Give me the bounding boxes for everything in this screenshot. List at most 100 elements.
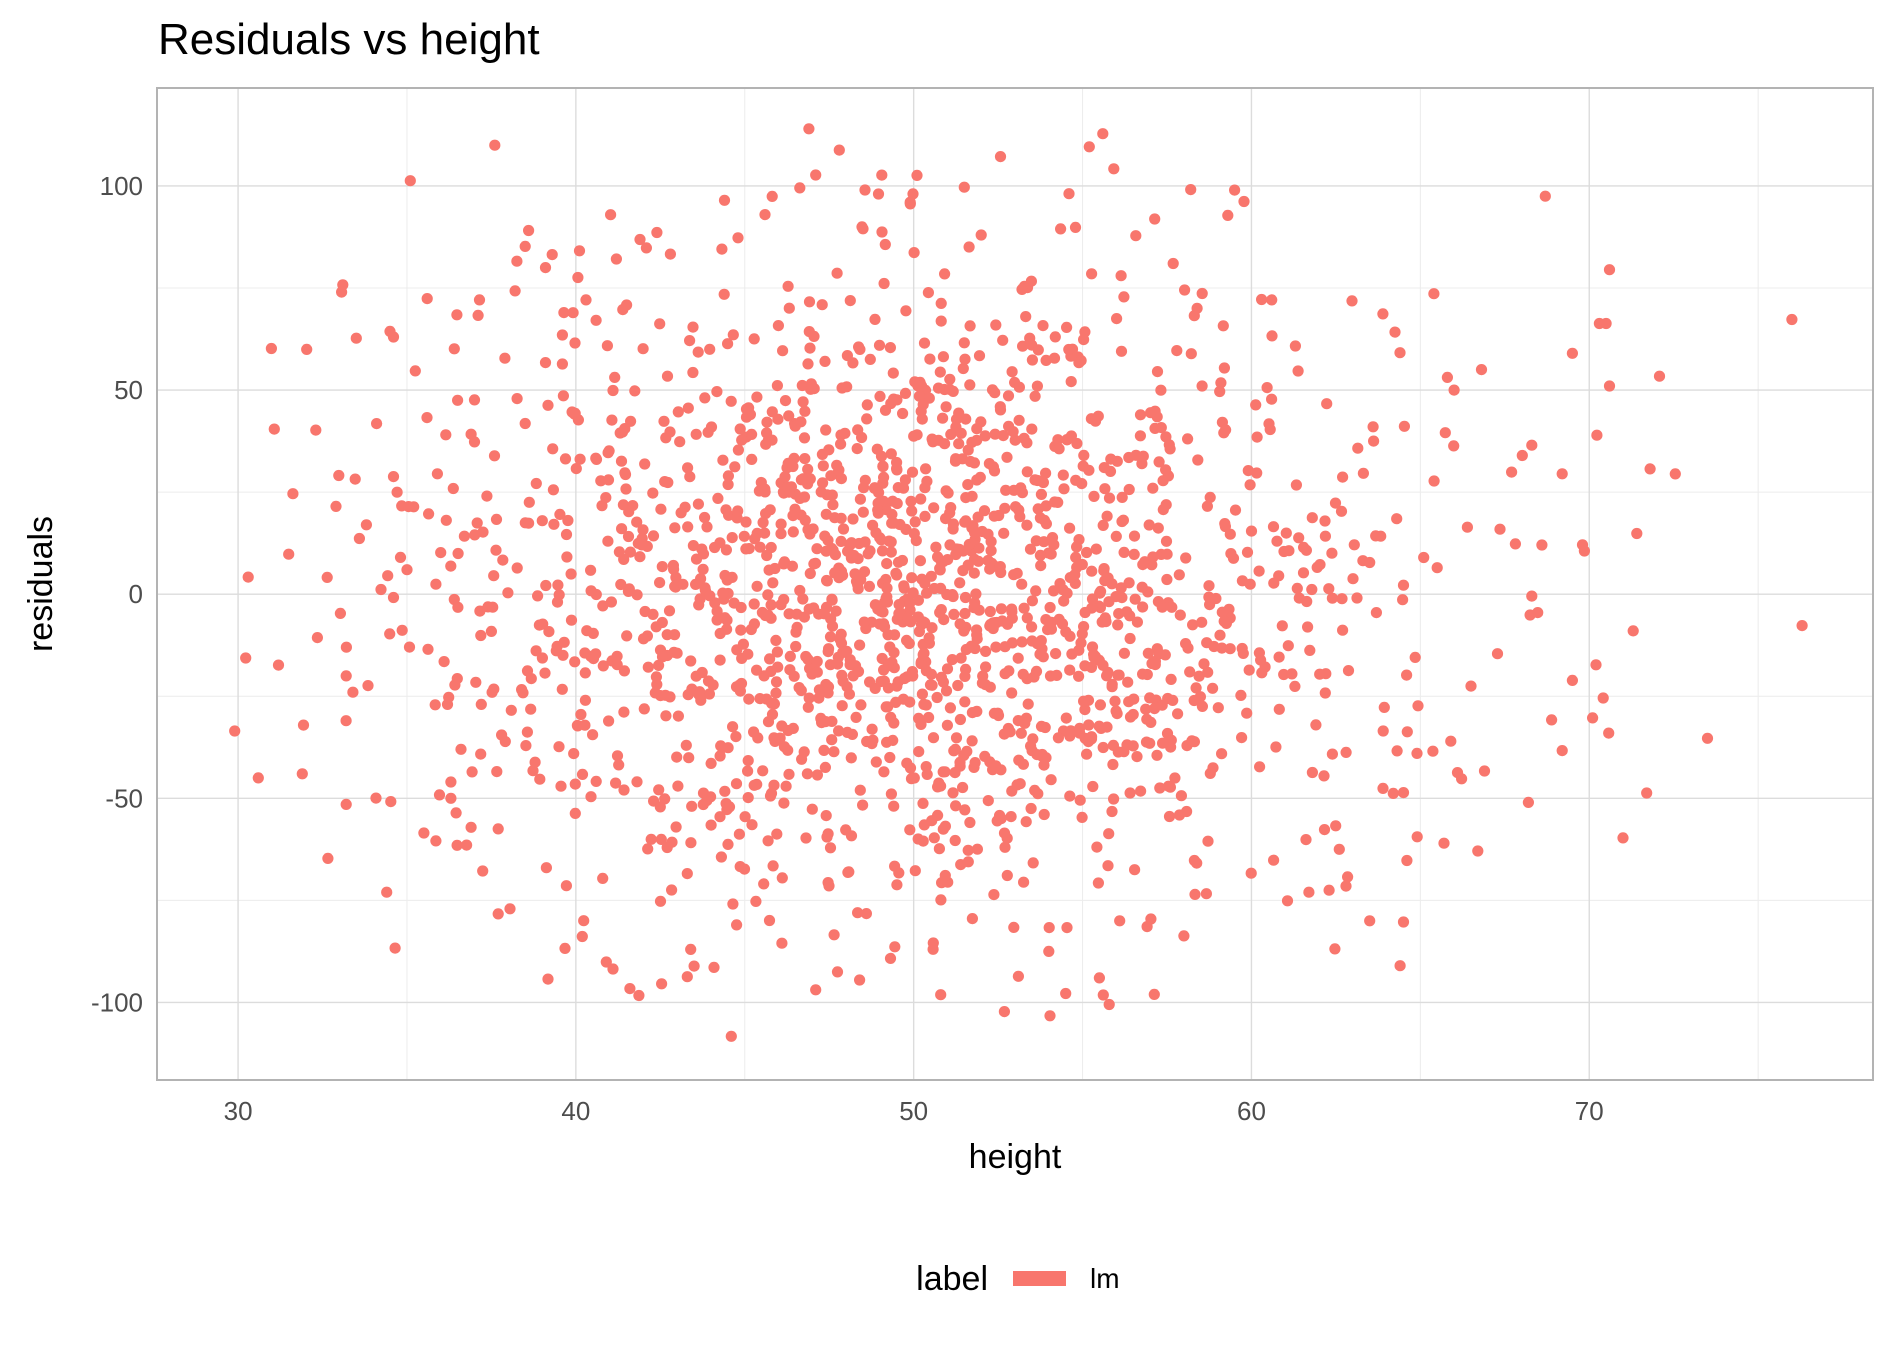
- data-point: [1165, 673, 1177, 686]
- data-point: [692, 498, 705, 510]
- data-point: [682, 402, 694, 414]
- data-point: [1155, 384, 1167, 396]
- data-point: [1280, 527, 1292, 539]
- data-point: [766, 708, 779, 721]
- data-point: [1052, 732, 1064, 744]
- data-point: [1178, 930, 1190, 942]
- data-point: [962, 559, 974, 571]
- data-point: [618, 784, 630, 796]
- data-point: [1079, 606, 1091, 619]
- data-point: [1031, 638, 1043, 650]
- data-point: [1333, 843, 1345, 855]
- data-point: [815, 713, 827, 726]
- data-point: [573, 245, 586, 257]
- data-point: [631, 516, 643, 528]
- data-point: [848, 549, 860, 562]
- data-point: [1000, 484, 1012, 496]
- data-point: [757, 765, 769, 777]
- data-point: [1100, 616, 1112, 628]
- data-point: [849, 568, 861, 580]
- data-point: [815, 486, 827, 498]
- data-point: [852, 665, 865, 678]
- data-point: [382, 570, 394, 582]
- data-point: [1106, 805, 1118, 818]
- data-point: [475, 629, 487, 642]
- data-point: [1111, 313, 1123, 325]
- data-point: [1236, 732, 1248, 744]
- data-point: [705, 421, 718, 433]
- data-point: [1006, 366, 1018, 378]
- data-point: [886, 508, 898, 520]
- data-point: [451, 309, 463, 321]
- data-point: [504, 903, 516, 915]
- data-point: [774, 732, 786, 744]
- data-point: [925, 668, 938, 680]
- data-point: [556, 358, 569, 370]
- data-point: [1124, 787, 1136, 799]
- data-point: [880, 701, 892, 713]
- data-point: [868, 482, 881, 494]
- data-point: [998, 728, 1010, 740]
- data-point: [887, 367, 899, 379]
- data-point: [998, 827, 1011, 839]
- data-point: [1465, 680, 1477, 692]
- data-point: [1192, 454, 1204, 466]
- data-point: [742, 765, 754, 777]
- data-point: [937, 823, 949, 835]
- data-point: [421, 293, 433, 305]
- data-point: [658, 415, 670, 427]
- data-point: [576, 930, 588, 943]
- data-point: [919, 482, 931, 494]
- data-point: [1001, 618, 1014, 630]
- data-point: [683, 752, 695, 764]
- data-point: [685, 655, 697, 667]
- data-point: [1216, 748, 1228, 760]
- data-point: [959, 607, 971, 620]
- data-point: [776, 872, 788, 884]
- data-point: [1093, 972, 1105, 984]
- y-axis-tick-labels: -100 -50 0 50 100: [91, 171, 143, 1017]
- data-point: [587, 729, 599, 741]
- data-point: [813, 692, 825, 704]
- data-point: [761, 427, 773, 439]
- x-axis-title: height: [969, 1138, 1062, 1176]
- data-point: [958, 181, 970, 193]
- data-point: [690, 428, 702, 440]
- data-point: [519, 240, 531, 252]
- data-point: [671, 751, 683, 763]
- data-point: [268, 423, 280, 435]
- data-point: [1539, 190, 1551, 202]
- data-point: [1261, 382, 1273, 394]
- data-point: [1049, 331, 1061, 343]
- data-point: [1128, 548, 1140, 561]
- data-point: [954, 577, 966, 589]
- data-point: [1099, 483, 1111, 495]
- data-point: [913, 746, 925, 758]
- data-point: [450, 807, 462, 819]
- data-point: [1055, 223, 1067, 235]
- data-point: [725, 395, 737, 407]
- data-point: [681, 971, 693, 983]
- data-point: [1106, 681, 1118, 693]
- data-point: [911, 169, 923, 181]
- data-point: [777, 345, 789, 357]
- data-point: [949, 767, 961, 779]
- data-point: [611, 659, 623, 671]
- data-point: [1002, 390, 1015, 402]
- data-point: [692, 346, 704, 358]
- data-point: [666, 836, 678, 848]
- data-point: [1319, 530, 1331, 542]
- data-point: [739, 811, 751, 823]
- data-point: [1196, 616, 1208, 628]
- data-point: [403, 501, 415, 513]
- data-point: [858, 616, 870, 628]
- data-point: [1013, 381, 1025, 393]
- data-point: [1509, 538, 1521, 550]
- x-tick-label: 40: [561, 1096, 590, 1126]
- data-point: [403, 641, 416, 653]
- data-point: [854, 974, 866, 986]
- data-point: [917, 797, 929, 810]
- data-point: [740, 403, 753, 415]
- data-point: [1603, 727, 1615, 739]
- data-point: [740, 516, 752, 528]
